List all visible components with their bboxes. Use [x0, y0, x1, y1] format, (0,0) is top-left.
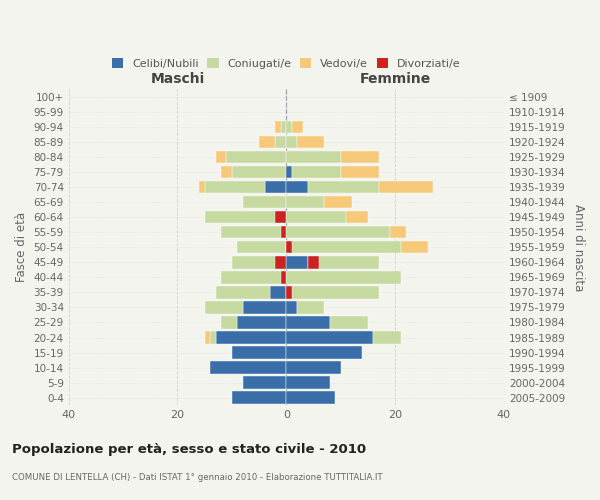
Bar [275, 256, 286, 268]
Bar [346, 211, 368, 224]
Bar [286, 181, 308, 194]
Bar [297, 302, 325, 314]
Bar [243, 302, 286, 314]
Bar [341, 151, 379, 164]
Bar [286, 211, 346, 224]
Bar [221, 271, 286, 283]
Bar [221, 226, 286, 238]
Bar [373, 332, 401, 344]
Bar [308, 256, 319, 268]
Bar [275, 121, 281, 133]
Bar [286, 256, 308, 268]
Bar [265, 181, 286, 194]
Bar [286, 286, 292, 298]
Bar [210, 362, 286, 374]
Bar [286, 376, 330, 389]
Bar [221, 166, 232, 178]
Bar [379, 181, 433, 194]
Bar [205, 181, 265, 194]
Bar [325, 196, 352, 208]
Bar [286, 362, 341, 374]
Bar [221, 316, 238, 328]
Bar [286, 196, 325, 208]
Text: COMUNE DI LENTELLA (CH) - Dati ISTAT 1° gennaio 2010 - Elaborazione TUTTITALIA.I: COMUNE DI LENTELLA (CH) - Dati ISTAT 1° … [12, 472, 383, 482]
Bar [270, 286, 286, 298]
Bar [205, 211, 286, 224]
Bar [401, 241, 428, 254]
Bar [286, 166, 292, 178]
Bar [243, 376, 286, 389]
Bar [232, 256, 286, 268]
Bar [286, 121, 292, 133]
Bar [341, 166, 379, 178]
Bar [286, 151, 341, 164]
Bar [210, 332, 215, 344]
Bar [243, 196, 286, 208]
Bar [275, 136, 286, 148]
Bar [199, 181, 205, 194]
Legend: Celibi/Nubili, Coniugati/e, Vedovi/e, Divorziati/e: Celibi/Nubili, Coniugati/e, Vedovi/e, Di… [107, 54, 465, 74]
Bar [330, 316, 368, 328]
Bar [232, 346, 286, 358]
Bar [281, 226, 286, 238]
Bar [215, 286, 270, 298]
Bar [238, 316, 286, 328]
Bar [308, 256, 379, 268]
Bar [286, 332, 373, 344]
Text: Femmine: Femmine [359, 72, 431, 86]
Text: Maschi: Maschi [151, 72, 205, 86]
Bar [292, 166, 341, 178]
Bar [286, 302, 297, 314]
Y-axis label: Anni di nascita: Anni di nascita [572, 204, 585, 291]
Bar [286, 271, 401, 283]
Bar [205, 332, 210, 344]
Bar [286, 226, 389, 238]
Text: Popolazione per età, sesso e stato civile - 2010: Popolazione per età, sesso e stato civil… [12, 442, 366, 456]
Bar [308, 181, 379, 194]
Bar [292, 121, 302, 133]
Y-axis label: Fasce di età: Fasce di età [15, 212, 28, 282]
Bar [226, 151, 286, 164]
Bar [281, 271, 286, 283]
Bar [259, 136, 275, 148]
Bar [215, 151, 226, 164]
Bar [297, 136, 325, 148]
Bar [389, 226, 406, 238]
Bar [205, 302, 243, 314]
Bar [215, 332, 286, 344]
Bar [286, 316, 330, 328]
Bar [286, 136, 297, 148]
Bar [238, 241, 286, 254]
Bar [232, 166, 286, 178]
Bar [286, 241, 292, 254]
Bar [232, 392, 286, 404]
Bar [275, 211, 286, 224]
Bar [286, 392, 335, 404]
Bar [281, 121, 286, 133]
Bar [286, 241, 401, 254]
Bar [286, 346, 362, 358]
Bar [286, 286, 379, 298]
